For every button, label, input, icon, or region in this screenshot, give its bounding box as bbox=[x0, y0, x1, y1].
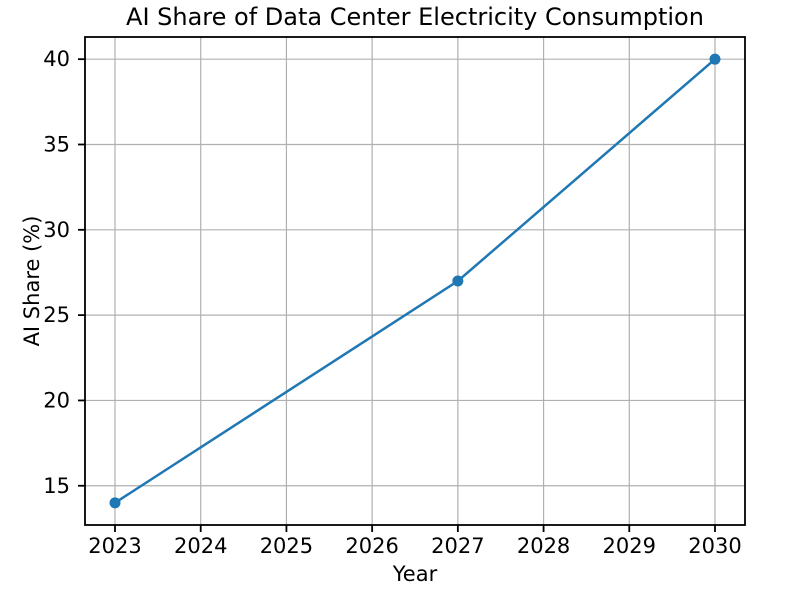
x-tick-label: 2028 bbox=[517, 534, 570, 558]
data-point bbox=[452, 275, 464, 287]
y-tick-label: 25 bbox=[43, 303, 70, 327]
y-axis-label-text: AI Share (%) bbox=[20, 215, 44, 347]
y-tick-label: 15 bbox=[43, 474, 70, 498]
y-tick-label: 40 bbox=[43, 47, 70, 71]
data-point bbox=[109, 497, 121, 509]
plot-border bbox=[84, 36, 746, 526]
x-tick-label: 2023 bbox=[88, 534, 141, 558]
x-axis-label: Year bbox=[392, 562, 438, 586]
x-tick-label: 2029 bbox=[603, 534, 656, 558]
x-tick-label: 2027 bbox=[431, 534, 484, 558]
x-tick-label: 2026 bbox=[345, 534, 398, 558]
y-tick-label: 30 bbox=[43, 218, 70, 242]
x-tick-label: 2024 bbox=[174, 534, 227, 558]
data-point bbox=[709, 53, 721, 65]
x-tick-label: 2030 bbox=[688, 534, 741, 558]
data-line bbox=[113, 57, 717, 505]
chart-title: AI Share of Data Center Electricity Cons… bbox=[126, 3, 704, 31]
x-tick-label: 2025 bbox=[260, 534, 313, 558]
y-tick-label: 20 bbox=[43, 388, 70, 412]
y-tick-label: 35 bbox=[43, 132, 70, 156]
